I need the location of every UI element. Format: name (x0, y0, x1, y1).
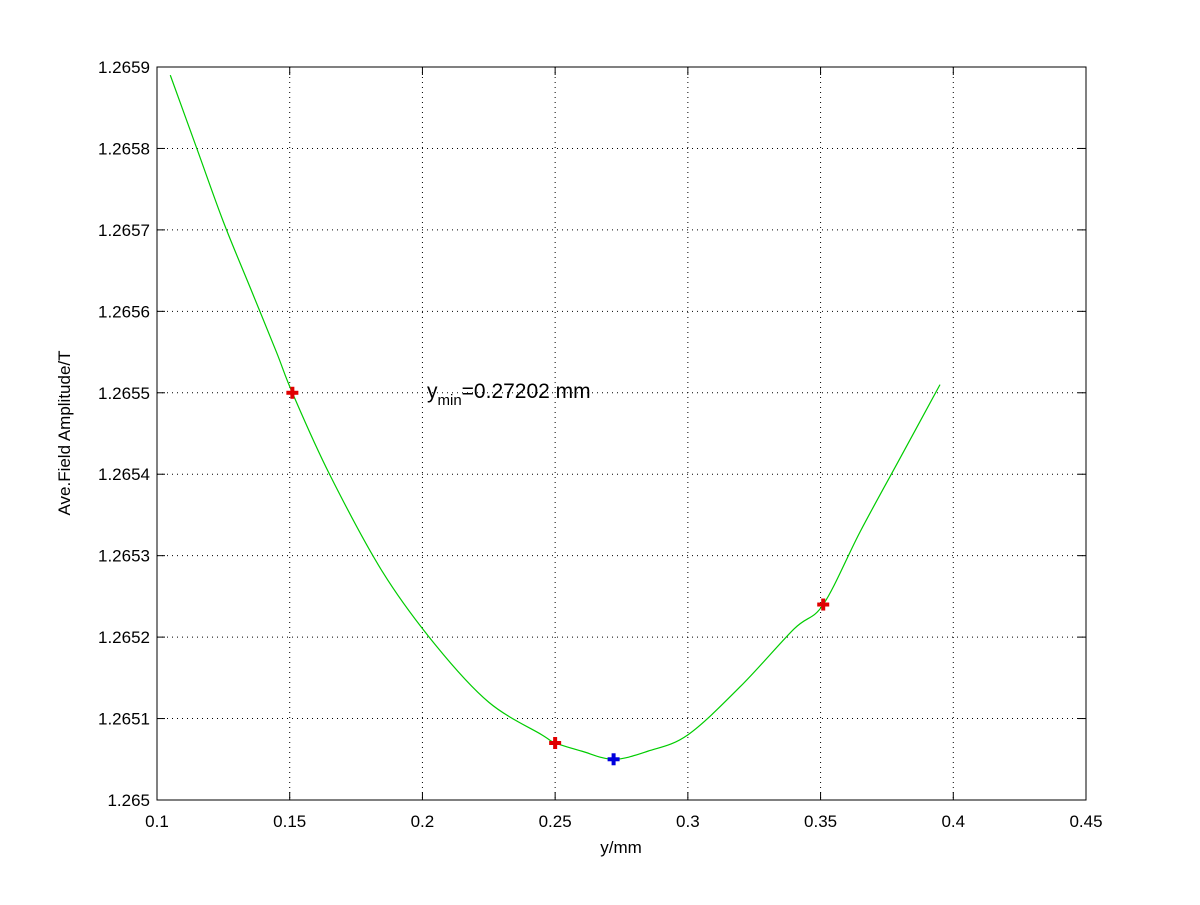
y-tick-label: 1.2654 (98, 465, 150, 484)
y-tick-label: 1.2651 (98, 710, 150, 729)
y-tick-label: 1.2656 (98, 302, 150, 321)
y-axis-label: Ave.Field Amplitude/T (55, 350, 74, 515)
y-tick-label: 1.265 (107, 791, 150, 810)
tick-marks (156, 66, 1087, 801)
x-tick-label: 0.35 (804, 812, 837, 831)
axes-box (156, 66, 1087, 801)
y-tick-label: 1.2657 (98, 221, 150, 240)
annotation-subscript: min (438, 392, 462, 409)
minimum-point-marker (607, 753, 620, 766)
x-tick-label: 0.1 (145, 812, 169, 831)
x-tick-label: 0.15 (273, 812, 306, 831)
y-tick-label: 1.2655 (98, 384, 150, 403)
y-tick-label: 1.2659 (98, 58, 150, 77)
x-tick-label: 0.4 (941, 812, 965, 831)
data-point-marker (549, 736, 562, 749)
y-tick-label: 1.2653 (98, 547, 150, 566)
annotation-suffix: =0.27202 mm (462, 380, 591, 403)
x-axis-label: y/mm (600, 838, 642, 857)
x-tick-label: 0.2 (411, 812, 435, 831)
fit-curve (169, 74, 941, 760)
y-tick-label: 1.2658 (98, 139, 150, 158)
annotation-text: ymin=0.27202 mm (427, 380, 591, 409)
x-tick-label: 0.25 (539, 812, 572, 831)
grid (157, 67, 1086, 800)
series (169, 74, 941, 766)
tick-labels: 0.1 0.15 0.2 0.25 0.3 0.35 0.4 0.45 1.265 1.2651 1… (98, 58, 1103, 831)
y-tick-label: 1.2652 (98, 628, 150, 647)
annotation-prefix: y (427, 380, 438, 403)
data-point-marker (286, 386, 299, 399)
data-point-marker (817, 598, 830, 611)
x-tick-label: 0.45 (1069, 812, 1102, 831)
x-tick-label: 0.3 (676, 812, 700, 831)
